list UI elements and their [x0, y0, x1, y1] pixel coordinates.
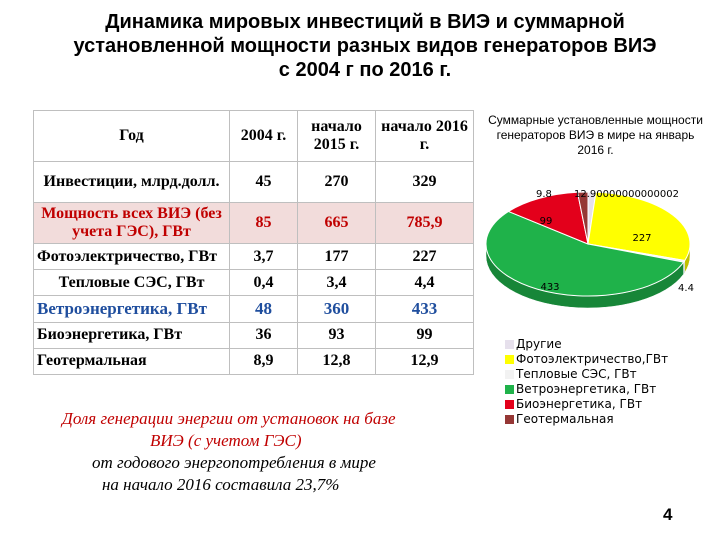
pie-data-label: 99	[540, 216, 553, 227]
table-row: Фотоэлектричество, ГВт 3,7 177 227	[33, 242, 474, 271]
cell-2015: 270	[297, 161, 376, 203]
page-title: Динамика мировых инвестиций в ВИЭ и сумм…	[40, 10, 690, 82]
chart-title: Суммарные установленные мощности генерат…	[488, 113, 703, 157]
header-year: Год	[33, 110, 230, 162]
cell-2004: 3,7	[229, 242, 298, 271]
table-row: Геотермальная 8,9 12,8 12,9	[33, 347, 474, 376]
legend-item: Биоэнергетика, ГВт	[505, 397, 668, 412]
legend-item: Тепловые СЭС, ГВт	[505, 367, 668, 382]
legend-swatch	[505, 355, 514, 364]
legend-label: Геотермальная	[516, 412, 614, 426]
pie-slice	[587, 191, 691, 261]
row-label: Ветроэнергетика, ГВт	[33, 295, 230, 323]
pie-data-label: 227	[632, 233, 651, 244]
pie-data-label: 9.8	[536, 189, 552, 200]
cell-2004: 85	[229, 202, 298, 244]
header-2004: 2004 г.	[229, 110, 298, 162]
header-2015: начало 2015 г.	[297, 110, 376, 162]
chart-legend: Другие Фотоэлектричество,ГВт Тепловые СЭС,…	[505, 337, 668, 427]
row-label: Тепловые СЭС, ГВт	[33, 269, 230, 297]
cell-2004: 48	[229, 295, 298, 323]
row-label: Биоэнергетика, ГВт	[33, 321, 230, 349]
note-line-1: Доля генерации энергии от установок на б…	[62, 409, 396, 428]
cell-2004: 45	[229, 161, 298, 203]
cell-2015: 93	[297, 321, 376, 349]
legend-item: Ветроэнергетика, ГВт	[505, 382, 668, 397]
cell-2015: 360	[297, 295, 376, 323]
pie-data-label: 4.4	[678, 283, 694, 294]
legend-swatch	[505, 400, 514, 409]
table-row: Биоэнергетика, ГВт 36 93 99	[33, 321, 474, 349]
table-header-row: Год 2004 г. начало 2015 г. начало 2016 г…	[33, 110, 474, 162]
legend-item: Другие	[505, 337, 668, 352]
cell-2016: 785,9	[375, 202, 474, 244]
row-label: Геотермальная	[33, 347, 230, 376]
legend-swatch	[505, 385, 514, 394]
cell-2016: 329	[375, 161, 474, 203]
legend-label: Биоэнергетика, ГВт	[516, 397, 643, 411]
legend-swatch	[505, 415, 514, 424]
row-label: Мощность всех ВИЭ (без учета ГЭС), ГВт	[33, 202, 230, 244]
cell-2016: 4,4	[375, 269, 474, 297]
pie-data-label: 12.90000000000002	[574, 189, 679, 200]
header-2016: начало 2016 г.	[375, 110, 474, 162]
investment-table: Год 2004 г. начало 2015 г. начало 2016 г…	[33, 110, 474, 376]
cell-2016: 433	[375, 295, 474, 323]
row-label: Фотоэлектричество, ГВт	[33, 242, 230, 271]
legend-label: Другие	[516, 337, 562, 351]
row-label: Инвестиции, млрд.долл.	[33, 161, 230, 203]
title-line-2: установленной мощности разных видов гене…	[73, 35, 657, 57]
note-line-4: на начало 2016 составила 23,7%	[102, 475, 340, 494]
legend-item: Фотоэлектричество,ГВт	[505, 352, 668, 367]
legend-label: Ветроэнергетика, ГВт	[516, 382, 657, 396]
pie-slice	[576, 191, 589, 245]
generation-share-note: Доля генерации энергии от установок на б…	[40, 408, 480, 496]
page-number: 4	[663, 505, 673, 524]
pie-chart: 9.8 227 4.4 433 99 12.90000000000002	[485, 189, 694, 309]
pie-data-label: 433	[540, 282, 559, 293]
title-line-3: с 2004 г по 2016 г.	[278, 59, 452, 81]
cell-2015: 3,4	[297, 269, 376, 297]
table-row: Мощность всех ВИЭ (без учета ГЭС), ГВт 8…	[33, 202, 474, 244]
legend-label: Тепловые СЭС, ГВт	[516, 367, 637, 381]
cell-2015: 12,8	[297, 347, 376, 376]
table-row: Инвестиции, млрд.долл. 45 270 329	[33, 161, 474, 203]
cell-2015: 177	[297, 242, 376, 271]
table-row: Ветроэнергетика, ГВт 48 360 433	[33, 295, 474, 323]
cell-2016: 227	[375, 242, 474, 271]
legend-label: Фотоэлектричество,ГВт	[516, 352, 669, 366]
pie-slice	[485, 210, 685, 297]
pie-slice	[507, 191, 589, 245]
cell-2004: 8,9	[229, 347, 298, 376]
cell-2016: 99	[375, 321, 474, 349]
note-line-3: от годового энергопотребления в мире	[92, 453, 376, 472]
legend-item: Геотермальная	[505, 412, 668, 427]
legend-swatch	[505, 340, 514, 349]
cell-2004: 0,4	[229, 269, 298, 297]
title-line-1: Динамика мировых инвестиций в ВИЭ и сумм…	[105, 11, 625, 33]
table-row: Тепловые СЭС, ГВт 0,4 3,4 4,4	[33, 269, 474, 297]
note-line-2: ВИЭ (с учетом ГЭС)	[150, 431, 302, 450]
legend-swatch	[505, 370, 514, 379]
cell-2015: 665	[297, 202, 376, 244]
cell-2004: 36	[229, 321, 298, 349]
cell-2016: 12,9	[375, 347, 474, 376]
